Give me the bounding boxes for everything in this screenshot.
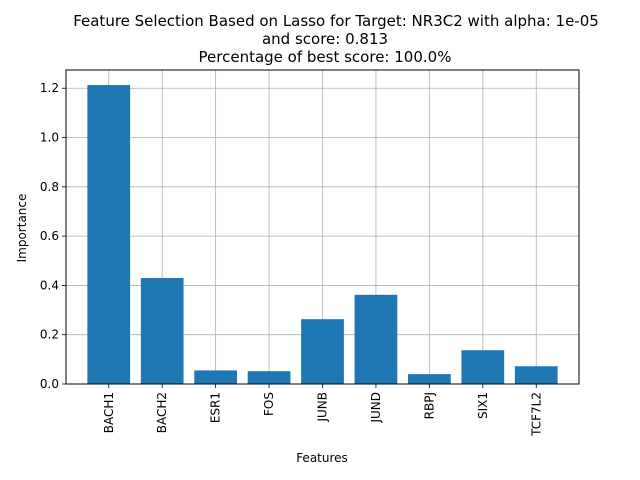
bar-esr1 [194, 370, 237, 384]
x-tick-label: JUND [369, 392, 383, 424]
chart-title-line-1: Feature Selection Based on Lasso for Tar… [73, 12, 599, 30]
bar-bach1 [87, 85, 131, 384]
bar-fos [247, 371, 291, 384]
bar-junb [301, 319, 344, 384]
x-axis-ticks: BACH1 BACH2 ESR1 FOS JUNB JUND RBPJ SIX1 TCF7L2 [102, 384, 543, 437]
bar-tcf7l2 [514, 366, 558, 384]
x-axis-label: Features [296, 451, 348, 465]
bar-jund [354, 294, 398, 384]
x-tick-label: JUNB [316, 392, 330, 423]
x-tick-label: SIX1 [476, 392, 490, 419]
bars [87, 85, 558, 384]
x-tick-label: FOS [262, 392, 276, 416]
y-tick-label: 0.6 [40, 229, 59, 243]
y-tick-label: 0.8 [40, 180, 59, 194]
x-tick-label: ESR1 [209, 392, 223, 423]
y-tick-label: 1.0 [40, 131, 59, 145]
bar-rbpj [408, 374, 451, 384]
chart-title-line-2: and score: 0.813 [262, 30, 388, 48]
y-tick-label: 0.4 [40, 278, 59, 292]
chart-title-line-3: Percentage of best score: 100.0% [199, 48, 452, 66]
y-axis-label: Importance [15, 194, 29, 263]
y-axis-ticks: 0.0 0.2 0.4 0.6 0.8 1.0 1.2 [40, 81, 66, 391]
x-tick-label: TCF7L2 [529, 392, 543, 437]
bar-bach2 [140, 278, 184, 384]
bar-six1 [461, 350, 505, 384]
x-tick-label: BACH1 [102, 392, 116, 433]
x-tick-label: RBPJ [422, 392, 436, 419]
y-tick-label: 0.0 [40, 377, 59, 391]
y-tick-label: 1.2 [40, 81, 59, 95]
chart-title: Feature Selection Based on Lasso for Tar… [73, 12, 599, 66]
x-tick-label: BACH2 [155, 392, 169, 433]
y-tick-label: 0.2 [40, 328, 59, 342]
